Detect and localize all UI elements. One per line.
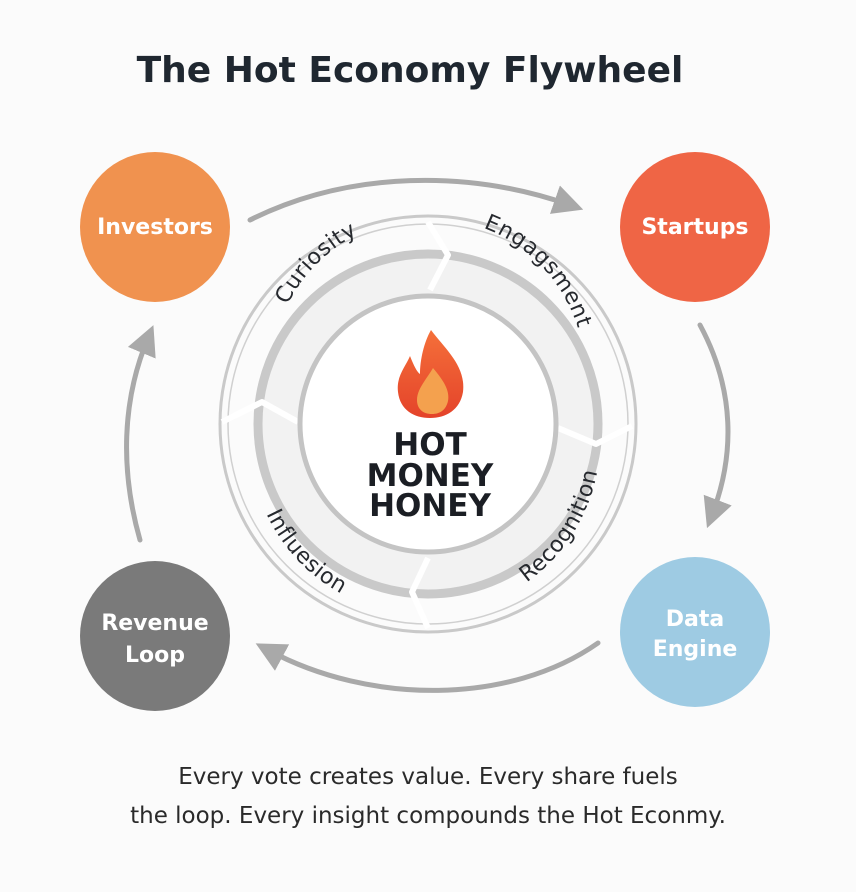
data-engine-circle [620, 557, 770, 707]
center-line-hot: HOT [393, 427, 466, 463]
caption-line-1: Every vote creates value. Every share fu… [178, 764, 678, 790]
node-data-engine: Data Engine [620, 557, 770, 707]
diagram-title: The Hot Economy Flywheel [137, 50, 684, 91]
center-title: HOT MONEY HONEY [367, 427, 494, 524]
startups-label: Startups [641, 215, 748, 240]
arrow-investors-to-startups [247, 177, 584, 223]
data-engine-label-line2: Engine [653, 637, 738, 662]
revenue-loop-label-line2: Loop [125, 643, 185, 668]
caption: Every vote creates value. Every share fu… [0, 758, 856, 836]
ring-separator [220, 399, 300, 425]
caption-line-2: the loop. Every insight compounds the Ho… [130, 803, 726, 829]
arrow-revenue-loop-to-investors [124, 325, 156, 543]
node-startups: Startups [620, 152, 770, 302]
revenue-loop-circle [80, 561, 230, 711]
node-revenue-loop: Revenue Loop [80, 561, 230, 711]
arrow-startups-to-data-engine [697, 322, 732, 529]
data-engine-label-line1: Data [666, 607, 724, 632]
center-line-money: MONEY [367, 458, 494, 494]
ring-separator [425, 220, 451, 292]
investors-circle [80, 152, 230, 302]
startups-circle [620, 152, 770, 302]
center-disc [297, 293, 559, 555]
investors-label: Investors [97, 215, 213, 240]
center-line-honey: HONEY [369, 488, 491, 524]
arrow-data-engine-to-revenue-loop [255, 640, 601, 693]
node-investors: Investors [80, 152, 230, 302]
ring-separator [409, 556, 431, 630]
flame-icon [397, 330, 464, 418]
ring-separator [556, 423, 634, 447]
revenue-loop-label-line1: Revenue [101, 611, 208, 636]
